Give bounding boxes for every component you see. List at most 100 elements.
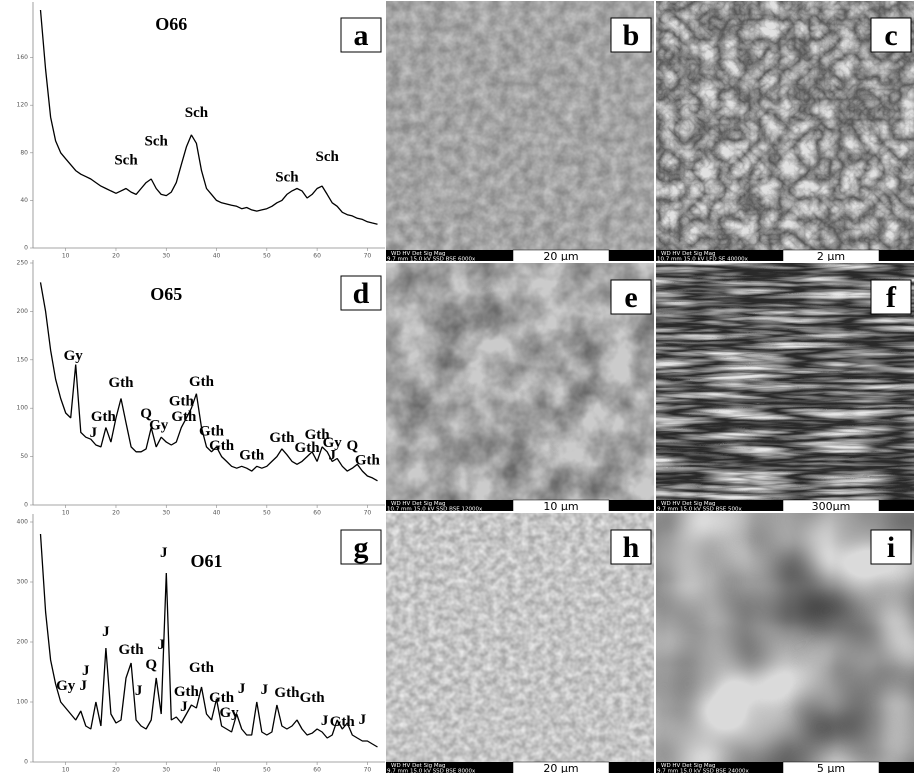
- y-tick-label: 150: [17, 356, 29, 363]
- info-settings: 9.7 mm 15.0 kV SSD BSE 24000x: [657, 769, 750, 774]
- y-tick-label: 300: [17, 579, 29, 586]
- peak-label: Gth: [199, 423, 225, 439]
- x-tick-label: 10: [62, 767, 70, 774]
- peak-label: Sch: [275, 169, 299, 185]
- peak-label: J: [261, 682, 269, 698]
- y-tick-label: 200: [17, 639, 29, 646]
- micrograph-texture: [385, 512, 655, 762]
- peak-label: J: [90, 425, 98, 441]
- y-tick-label: 0: [24, 245, 28, 252]
- peak-label: Q: [140, 406, 152, 422]
- panel-letter: g: [354, 531, 369, 564]
- info-header: WD HV Det Sig Mag: [391, 251, 445, 257]
- peak-label: Sch: [185, 105, 209, 121]
- y-tick-label: 200: [17, 308, 29, 315]
- peak-label: J: [180, 699, 188, 715]
- x-tick-label: 40: [213, 767, 221, 774]
- peak-label: Gth: [171, 409, 197, 425]
- sample-title: O61: [190, 551, 222, 571]
- scale-label: 20 µm: [543, 250, 578, 263]
- y-tick-label: 160: [17, 54, 29, 61]
- x-tick-label: 10: [62, 510, 70, 517]
- peak-label: J: [328, 448, 336, 464]
- peak-label: J: [82, 663, 90, 679]
- info-settings: 9.7 mm 15.0 kV SSD BSE 8000x: [387, 769, 476, 774]
- panel-border: [385, 0, 655, 262]
- x-tick-label: 20: [112, 510, 120, 517]
- peak-label: Gth: [355, 452, 381, 468]
- panel-letter: f: [886, 281, 897, 314]
- x-tick-label: 50: [263, 253, 271, 260]
- peak-label: Gth: [91, 409, 117, 425]
- scale-label: 300µm: [812, 500, 851, 513]
- scale-label: 2 µm: [817, 250, 845, 263]
- peak-label: Gth: [209, 438, 235, 454]
- y-tick-label: 80: [20, 149, 28, 156]
- x-tick-label: 50: [263, 510, 271, 517]
- peak-label: J: [135, 683, 143, 699]
- panel-letter: d: [353, 277, 370, 310]
- peak-label: Gth: [300, 690, 326, 706]
- micrograph-texture: [385, 0, 655, 250]
- x-tick-label: 70: [364, 253, 372, 260]
- sample-title: O65: [150, 284, 182, 304]
- peak-label: Gth: [330, 714, 356, 730]
- scale-label: 20 µm: [543, 762, 578, 774]
- peak-label: Gy: [149, 417, 169, 433]
- peak-label: Gth: [169, 393, 195, 409]
- micrograph-texture: [385, 262, 655, 500]
- panel-letter-box: [340, 17, 382, 53]
- panel-letter-box: [870, 279, 912, 315]
- peak-label: Gth: [305, 427, 331, 443]
- scale-label: 5 µm: [817, 762, 845, 774]
- peak-label: J: [321, 713, 329, 729]
- panel-letter-box: [610, 17, 652, 53]
- x-tick-label: 20: [112, 767, 120, 774]
- peak-label: Sch: [114, 153, 138, 169]
- peak-label: J: [359, 712, 367, 728]
- peak-label: J: [157, 637, 165, 653]
- info-header: WD HV Det Sig Mag: [391, 763, 445, 769]
- peak-label: Gth: [239, 448, 265, 464]
- x-tick-label: 30: [162, 253, 170, 260]
- panel-letter-box: [870, 529, 912, 565]
- peak-label: Gth: [274, 685, 300, 701]
- panel-letter-box: [610, 279, 652, 315]
- info-header: WD HV Det Sig Mag: [391, 501, 445, 507]
- panel-letter-box: [610, 529, 652, 565]
- sample-title: O66: [155, 14, 187, 34]
- panel-letter: b: [623, 19, 640, 52]
- x-tick-label: 60: [313, 767, 321, 774]
- x-tick-label: 40: [213, 510, 221, 517]
- x-tick-label: 20: [112, 253, 120, 260]
- y-tick-label: 120: [17, 102, 29, 109]
- panel-letter: c: [884, 19, 897, 52]
- peak-label: Q: [346, 438, 358, 454]
- peak-label: J: [238, 681, 246, 697]
- x-tick-label: 30: [162, 767, 170, 774]
- info-settings: 9.7 mm 15.0 kV SSD BSE 6000x: [387, 257, 476, 263]
- peak-label: Gth: [108, 375, 134, 391]
- y-tick-label: 0: [24, 759, 28, 766]
- peak-label: Gth: [189, 374, 215, 390]
- y-tick-label: 250: [17, 260, 29, 267]
- scale-box: [512, 761, 610, 774]
- y-tick-label: 0: [24, 502, 28, 509]
- panel-letter: h: [623, 531, 640, 564]
- peak-label: Gth: [189, 660, 215, 676]
- scale-label: 10 µm: [543, 500, 578, 513]
- panel-letter-box: [870, 17, 912, 53]
- peak-label: Gy: [56, 678, 76, 694]
- x-tick-label: 50: [263, 767, 271, 774]
- xrd-trace: [39, 9, 378, 225]
- info-settings: 10.7 mm 15.0 kV SSD BSE 12000x: [387, 507, 483, 513]
- x-tick-label: 60: [313, 253, 321, 260]
- panel-letter-box: [340, 275, 382, 311]
- x-tick-label: 30: [162, 510, 170, 517]
- peak-label: Sch: [315, 149, 339, 165]
- peak-label: Gth: [174, 684, 200, 700]
- panel-letter: i: [887, 531, 895, 564]
- info-header: WD HV Det Sig Mag: [661, 763, 715, 769]
